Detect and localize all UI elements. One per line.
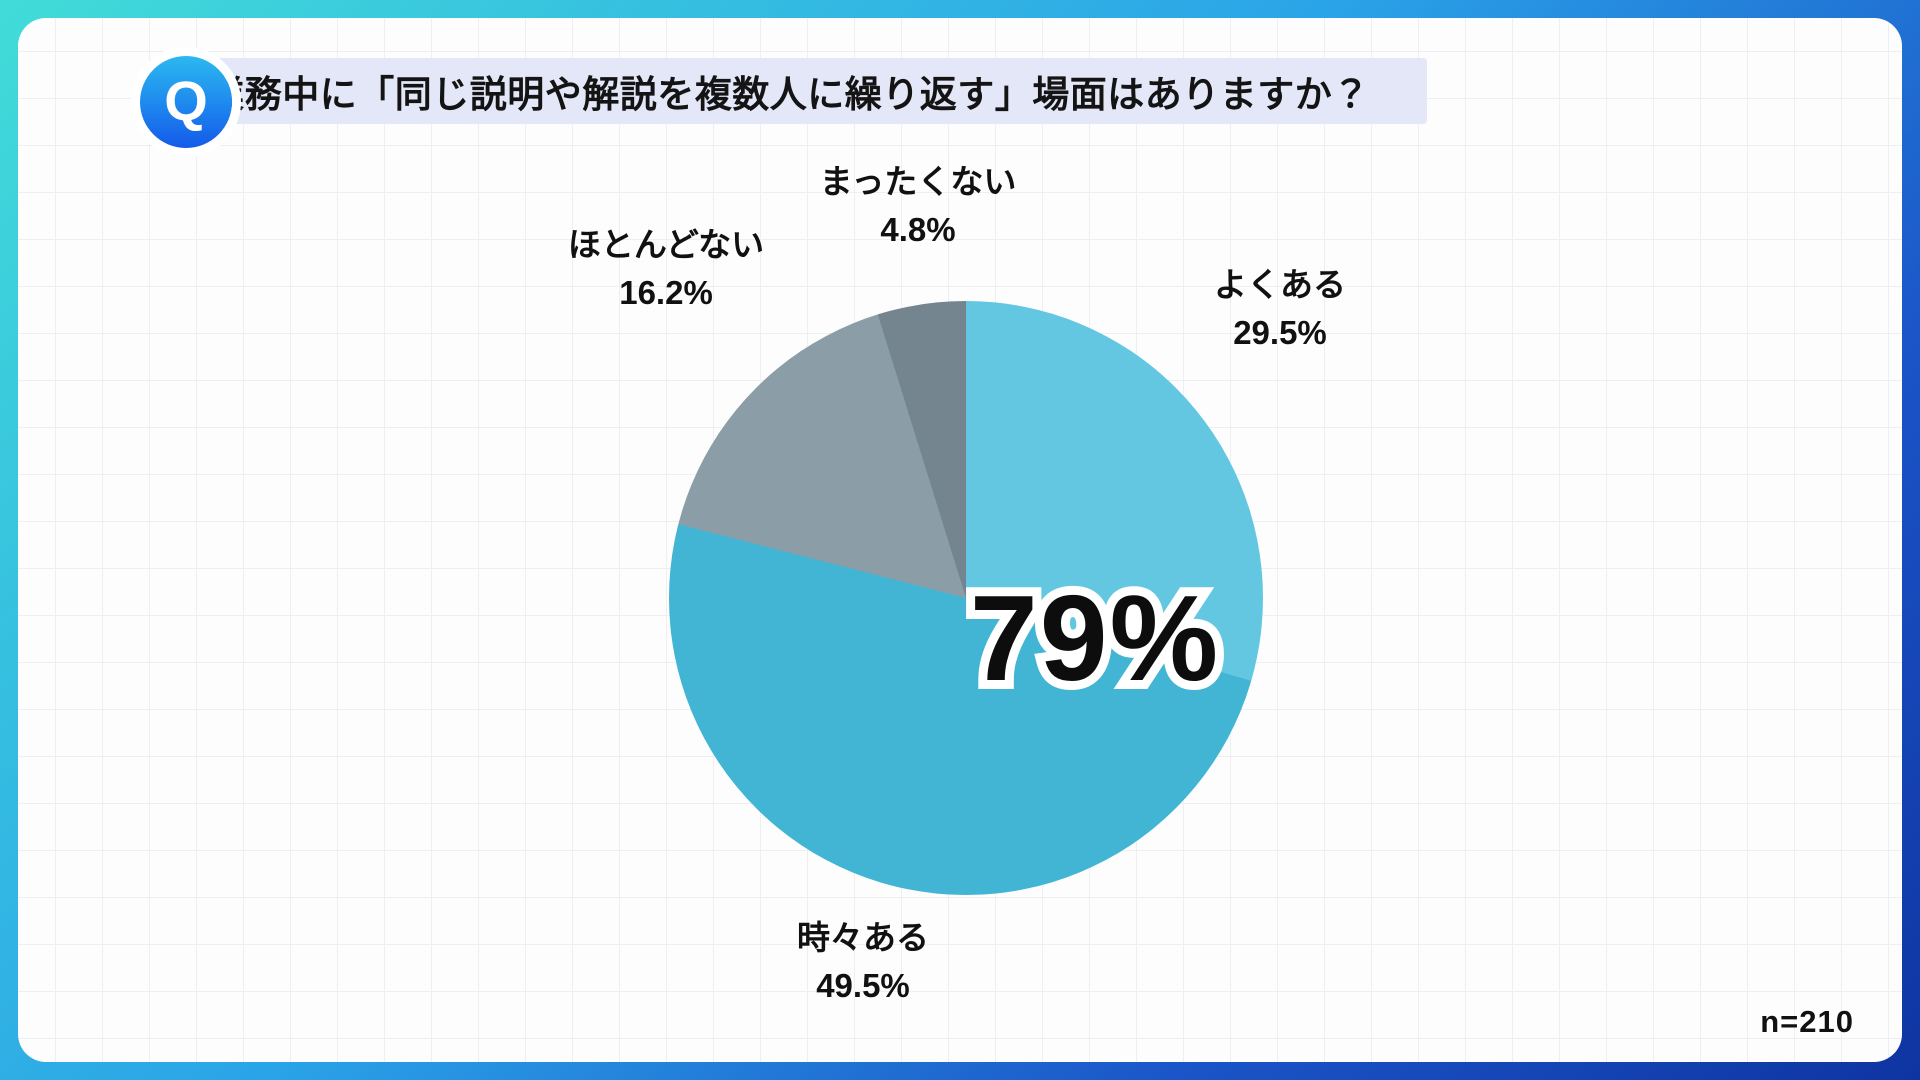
slice-label-never: まったくない 4.8% [820, 158, 1017, 254]
slice-label-often-pct: 29.5% [1233, 313, 1327, 351]
sample-size-label: n=210 [1760, 1004, 1854, 1039]
slice-label-rarely: ほとんどない 16.2% [568, 221, 764, 317]
slice-label-never-text: まったくない [819, 163, 1017, 200]
pie-chart [669, 301, 1263, 895]
slice-label-never-pct: 4.8% [880, 210, 956, 248]
slice-label-sometimes-text: 時々ある [797, 919, 929, 956]
slice-label-rarely-text: ほとんどない [567, 226, 765, 263]
slice-label-often: よくある 29.5% [1214, 261, 1346, 357]
pie-center-callout-value: 79% [969, 570, 1221, 706]
slice-label-sometimes: 時々ある 49.5% [797, 914, 929, 1010]
slice-label-sometimes-pct: 49.5% [816, 966, 910, 1004]
pie-center-callout: 79% 79% [961, 568, 1227, 708]
slice-label-often-text: よくある [1214, 266, 1346, 303]
page-title: 業務中に「同じ説明や解説を複数人に繰り返す」場面はありますか？ [207, 74, 1370, 115]
pie-center-callout-outline: 79% [961, 568, 1227, 708]
question-badge-letter: Q [164, 69, 208, 132]
question-badge: Q [140, 56, 232, 148]
infographic-canvas: 業務中に「同じ説明や解説を複数人に繰り返す」場面はありますか？ Q まったくない… [18, 18, 1902, 1062]
question-title-bar: 業務中に「同じ説明や解説を複数人に繰り返す」場面はありますか？ [150, 58, 1427, 124]
slice-label-rarely-pct: 16.2% [619, 273, 713, 311]
